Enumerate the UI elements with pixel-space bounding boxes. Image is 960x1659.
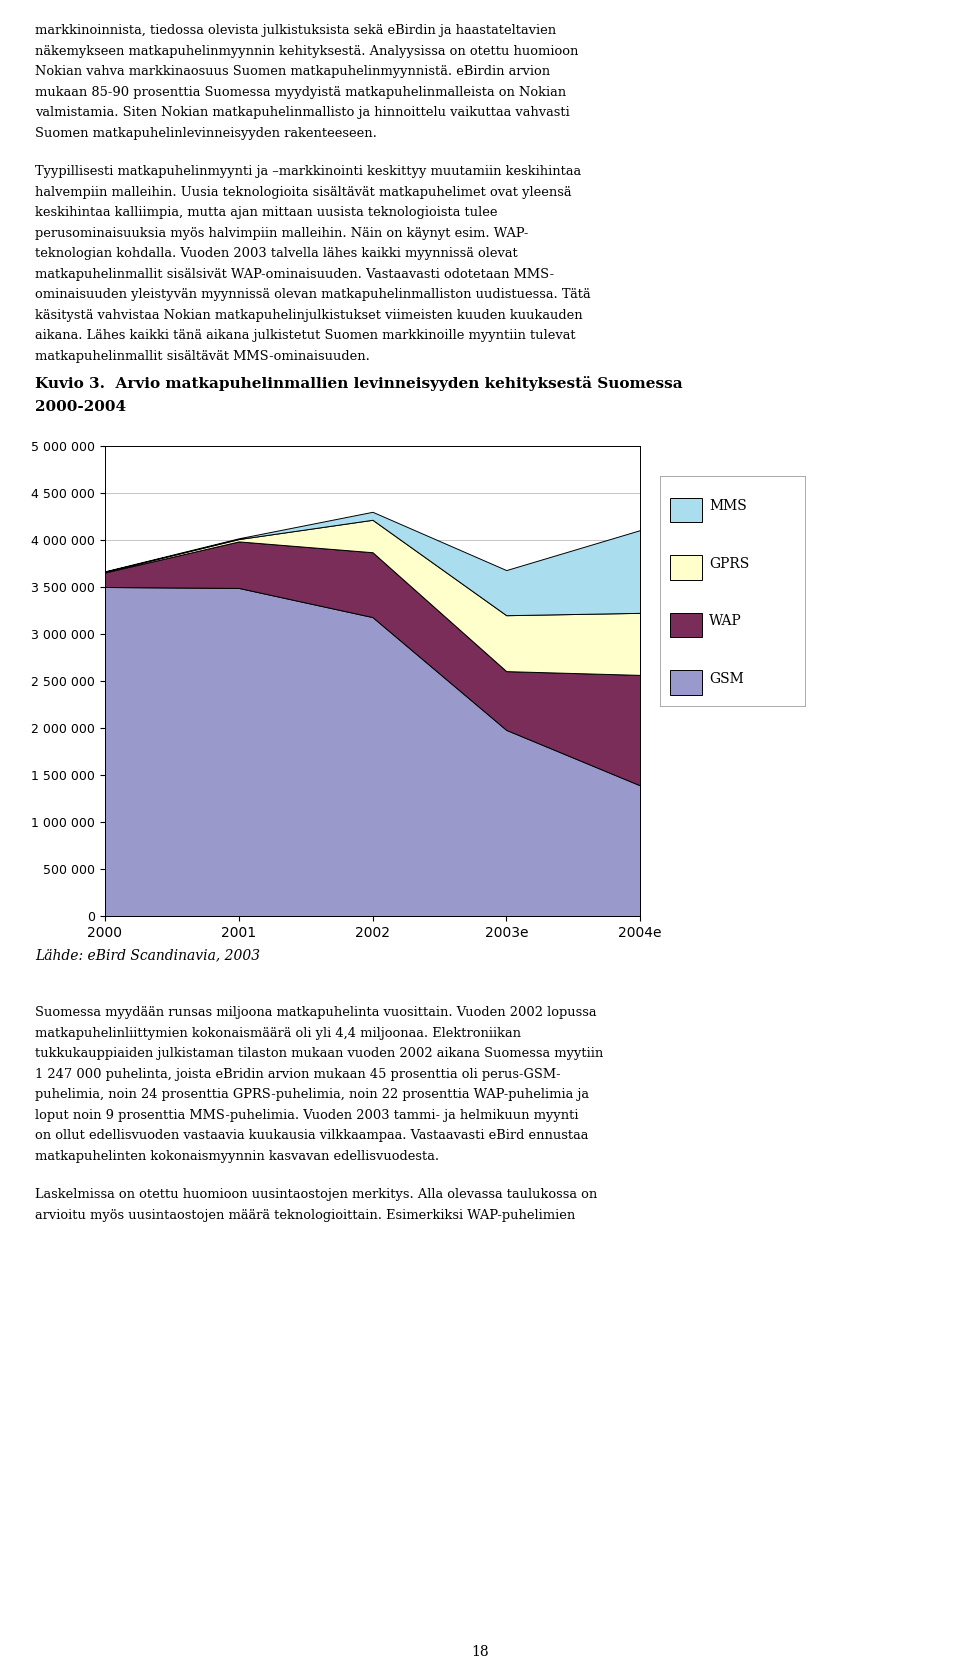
Text: Suomen matkapuhelinlevinneisyyden rakenteeseen.: Suomen matkapuhelinlevinneisyyden rakent…: [35, 126, 377, 139]
Text: arvioitu myös uusintaostojen määrä teknologioittain. Esimerkiksi WAP-puhelimien: arvioitu myös uusintaostojen määrä tekno…: [35, 1209, 575, 1223]
Text: aikana. Lähes kaikki tänä aikana julkistetut Suomen markkinoille myyntiin tuleva: aikana. Lähes kaikki tänä aikana julkist…: [35, 330, 576, 342]
Text: loput noin 9 prosenttia MMS-puhelimia. Vuoden 2003 tammi- ja helmikuun myynti: loput noin 9 prosenttia MMS-puhelimia. V…: [35, 1108, 579, 1121]
Bar: [670, 612, 702, 637]
Text: ominaisuuden yleistyvän myynnissä olevan matkapuhelinmalliston uudistuessa. Tätä: ominaisuuden yleistyvän myynnissä olevan…: [35, 289, 590, 302]
Text: teknologian kohdalla. Vuoden 2003 talvella lähes kaikki myynnissä olevat: teknologian kohdalla. Vuoden 2003 talvel…: [35, 247, 517, 260]
Text: keskihintaa kalliimpia, mutta ajan mittaan uusista teknologioista tulee: keskihintaa kalliimpia, mutta ajan mitta…: [35, 206, 497, 219]
Text: matkapuhelinten kokonaismyynnin kasvavan edellisvuodesta.: matkapuhelinten kokonaismyynnin kasvavan…: [35, 1150, 439, 1163]
Text: WAP: WAP: [709, 614, 742, 629]
Text: on ollut edellisvuoden vastaavia kuukausia vilkkaampaa. Vastaavasti eBird ennust: on ollut edellisvuoden vastaavia kuukaus…: [35, 1130, 588, 1143]
Text: valmistamia. Siten Nokian matkapuhelinmallisto ja hinnoittelu vaikuttaa vahvasti: valmistamia. Siten Nokian matkapuhelinma…: [35, 106, 569, 119]
Text: MMS: MMS: [709, 499, 747, 514]
Text: 1 247 000 puhelinta, joista eBridin arvion mukaan 45 prosenttia oli perus-GSM-: 1 247 000 puhelinta, joista eBridin arvi…: [35, 1068, 561, 1082]
Text: Suomessa myydään runsas miljoona matkapuhelinta vuosittain. Vuoden 2002 lopussa: Suomessa myydään runsas miljoona matkapu…: [35, 1007, 596, 1019]
Text: GPRS: GPRS: [709, 557, 750, 571]
Bar: [670, 556, 702, 579]
Text: 2000-2004: 2000-2004: [35, 400, 126, 415]
Text: GSM: GSM: [709, 672, 744, 685]
Text: halvempiin malleihin. Uusia teknologioita sisältävät matkapuhelimet ovat yleensä: halvempiin malleihin. Uusia teknologioit…: [35, 186, 571, 199]
Text: Nokian vahva markkinaosuus Suomen matkapuhelinmyynnistä. eBirdin arvion: Nokian vahva markkinaosuus Suomen matkap…: [35, 65, 550, 78]
Text: käsitystä vahvistaa Nokian matkapuhelinjulkistukset viimeisten kuuden kuukauden: käsitystä vahvistaa Nokian matkapuhelinj…: [35, 309, 583, 322]
Text: Kuvio 3.  Arvio matkapuhelinmallien levinneisyyden kehityksestä Suomessa: Kuvio 3. Arvio matkapuhelinmallien levin…: [35, 377, 683, 392]
Bar: [670, 670, 702, 695]
Text: Lähde: eBird Scandinavia, 2003: Lähde: eBird Scandinavia, 2003: [35, 947, 260, 962]
Text: matkapuhelinmallit sisälsivät WAP-ominaisuuden. Vastaavasti odotetaan MMS-: matkapuhelinmallit sisälsivät WAP-ominai…: [35, 267, 554, 280]
Text: markkinoinnista, tiedossa olevista julkistuksista sekä eBirdin ja haastateltavie: markkinoinnista, tiedossa olevista julki…: [35, 25, 556, 38]
Bar: [670, 498, 702, 523]
Text: mukaan 85-90 prosenttia Suomessa myydyistä matkapuhelinmalleista on Nokian: mukaan 85-90 prosenttia Suomessa myydyis…: [35, 86, 566, 100]
Text: perusominaisuuksia myös halvimpiin malleihin. Näin on käynyt esim. WAP-: perusominaisuuksia myös halvimpiin malle…: [35, 227, 528, 241]
Text: näkemykseen matkapuhelinmyynnin kehityksestä. Analyysissa on otettu huomioon: näkemykseen matkapuhelinmyynnin kehityks…: [35, 45, 578, 58]
Text: matkapuhelinmallit sisältävät MMS-ominaisuuden.: matkapuhelinmallit sisältävät MMS-ominai…: [35, 350, 370, 363]
Text: 18: 18: [471, 1646, 489, 1659]
Text: tukkukauppiaiden julkistaman tilaston mukaan vuoden 2002 aikana Suomessa myytiin: tukkukauppiaiden julkistaman tilaston mu…: [35, 1047, 603, 1060]
Text: matkapuhelinliittymien kokonaismäärä oli yli 4,4 miljoonaa. Elektroniikan: matkapuhelinliittymien kokonaismäärä oli…: [35, 1027, 521, 1040]
Text: Laskelmissa on otettu huomioon uusintaostojen merkitys. Alla olevassa taulukossa: Laskelmissa on otettu huomioon uusintaos…: [35, 1188, 597, 1201]
Text: puhelimia, noin 24 prosenttia GPRS-puhelimia, noin 22 prosenttia WAP-puhelimia j: puhelimia, noin 24 prosenttia GPRS-puhel…: [35, 1088, 589, 1102]
Text: Tyypillisesti matkapuhelinmyynti ja –markkinointi keskittyy muutamiin keskihinta: Tyypillisesti matkapuhelinmyynti ja –mar…: [35, 166, 581, 179]
